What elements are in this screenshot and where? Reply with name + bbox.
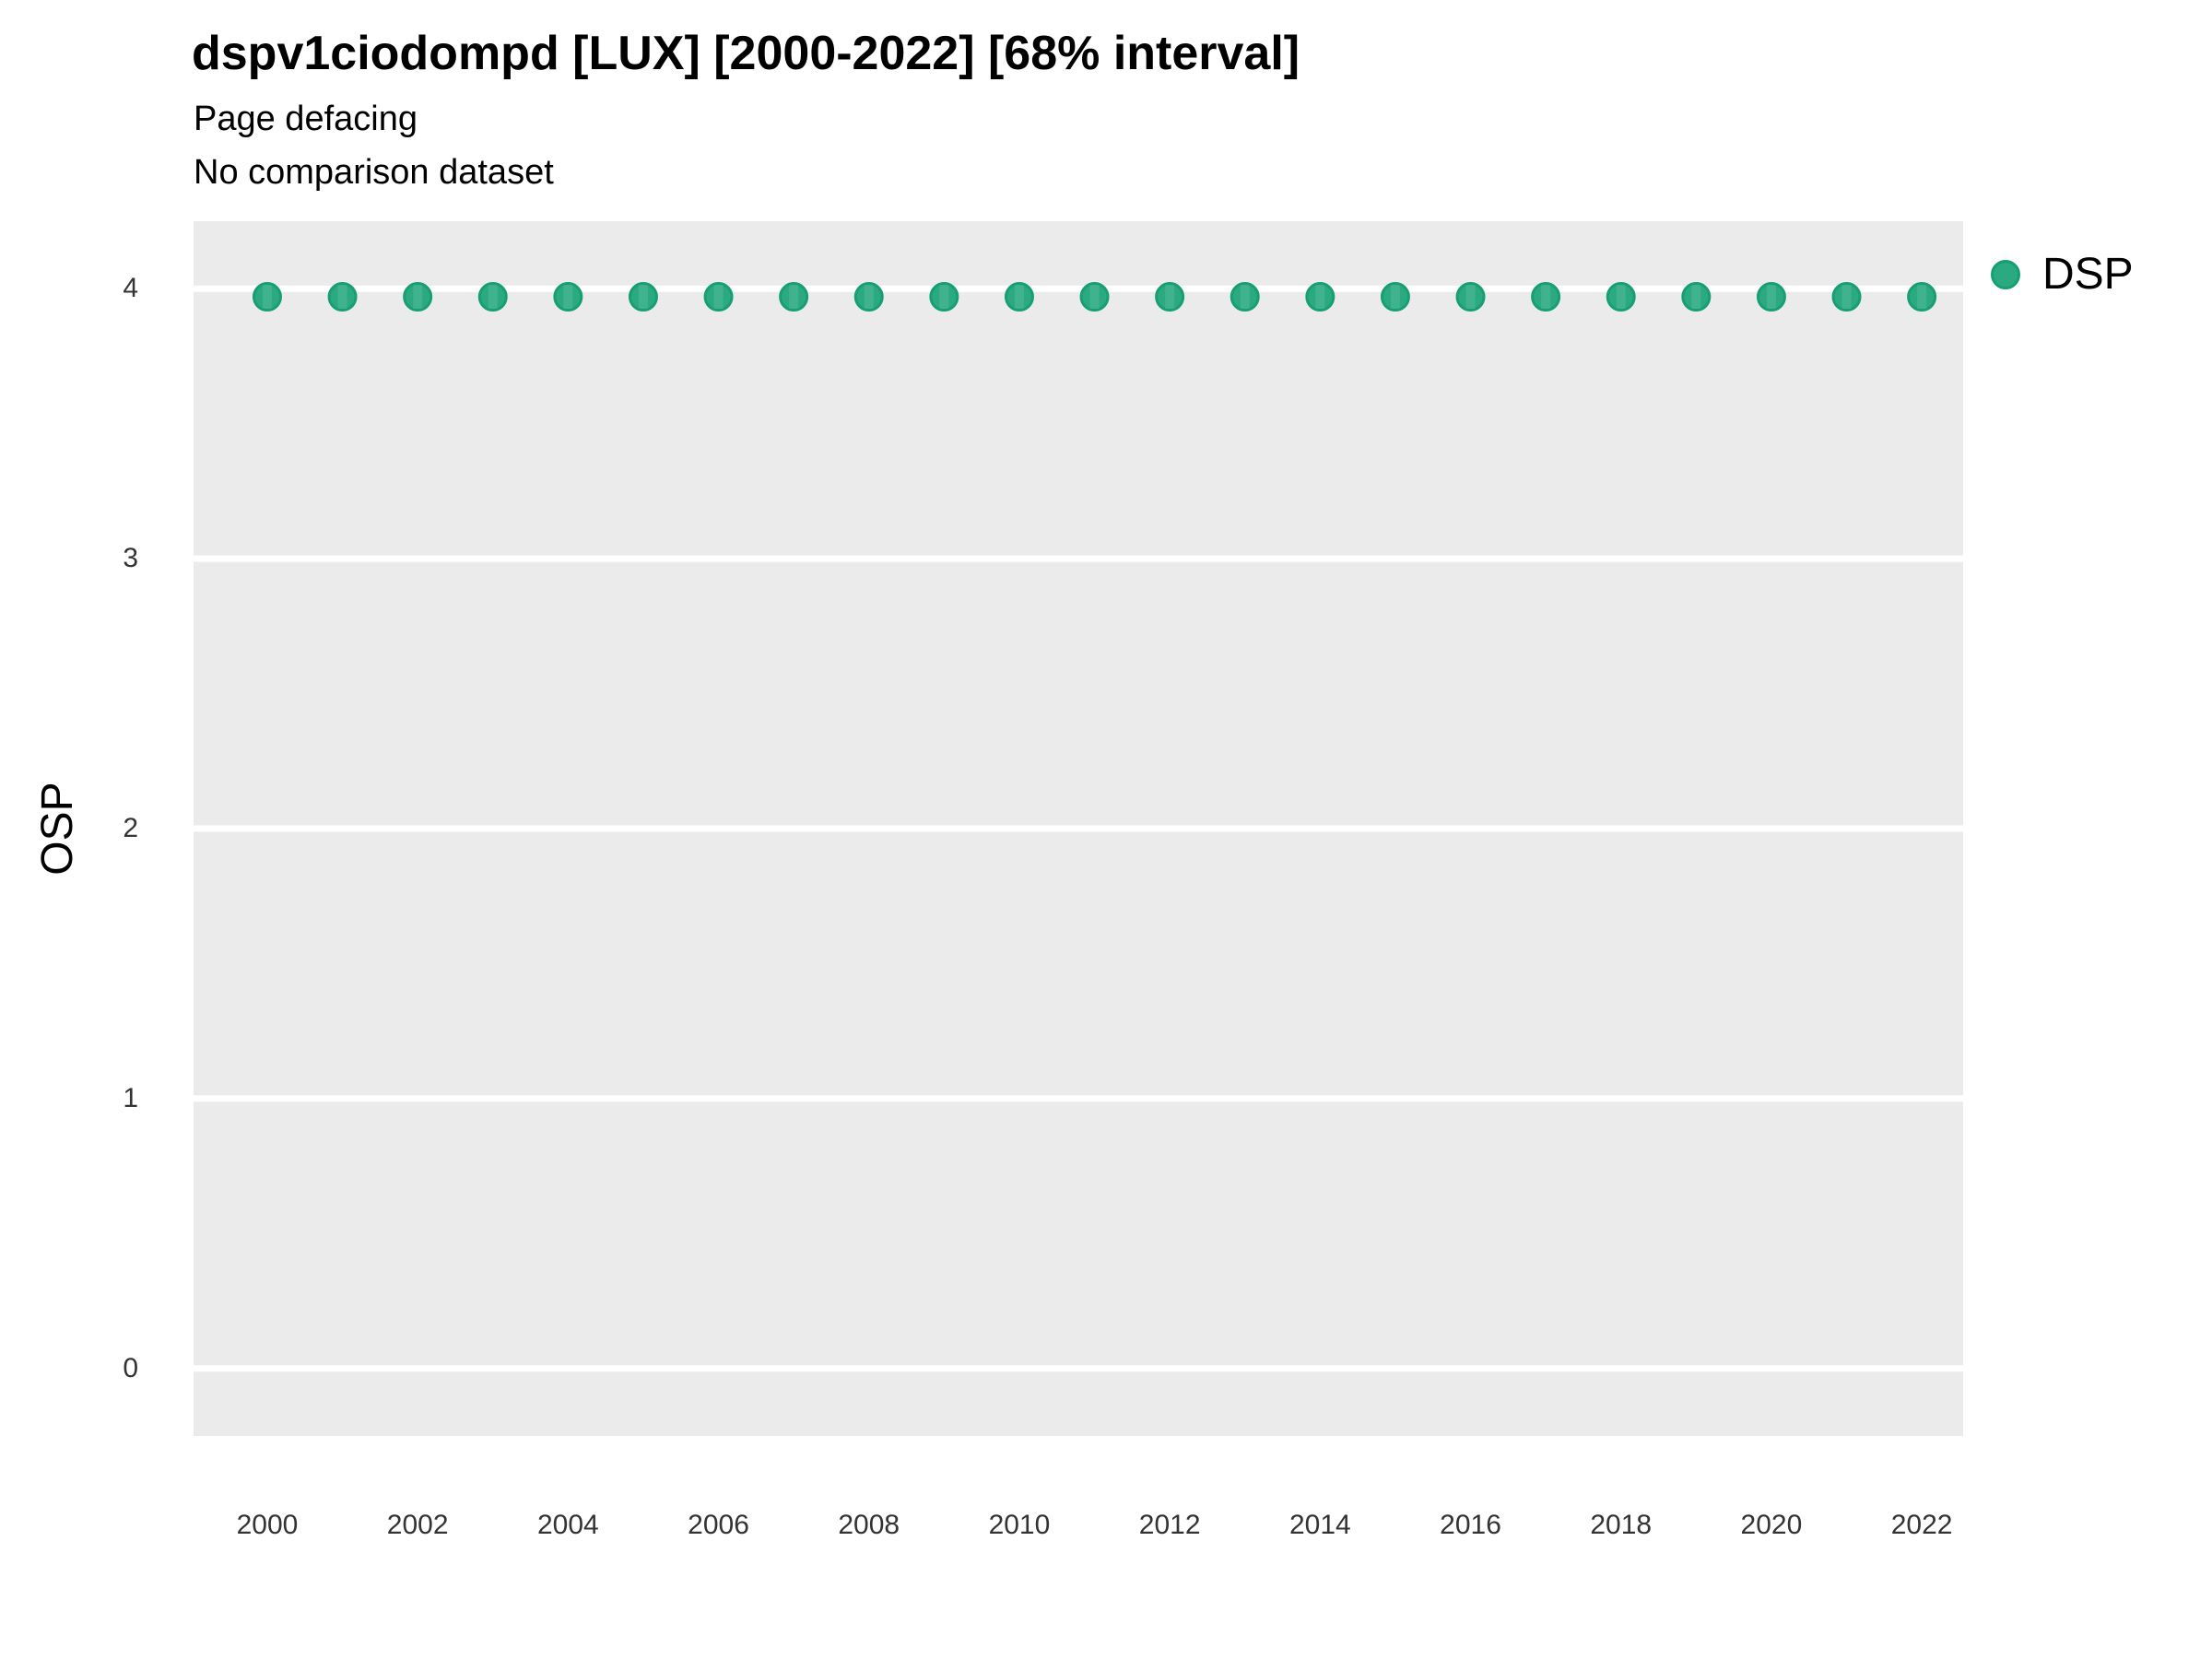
y-tick-label-2: 2 (123, 813, 138, 843)
interval-stripe (864, 285, 874, 310)
legend-label: DSP (2042, 250, 2134, 299)
x-tick-label-2020: 2020 (1740, 1510, 1803, 1540)
interval-stripe (1917, 285, 1927, 310)
x-tick-label-2004: 2004 (536, 1510, 599, 1540)
plot-panel (194, 221, 1963, 1436)
x-tick-label-2014: 2014 (1288, 1510, 1351, 1540)
interval-stripe (1165, 285, 1175, 310)
interval-stripe (1465, 285, 1476, 310)
data-point-DSP-2009 (929, 282, 959, 312)
x-tick-label-2012: 2012 (1138, 1510, 1201, 1540)
x-tick-label-2006: 2006 (688, 1510, 749, 1540)
data-point-DSP-2015 (1380, 282, 1410, 312)
x-tick-label-2016: 2016 (1440, 1510, 1501, 1540)
data-point-DSP-2004 (553, 282, 583, 312)
data-point-DSP-2019 (1681, 282, 1712, 312)
data-point-DSP-2007 (779, 282, 809, 312)
data-point-DSP-2002 (403, 282, 433, 312)
data-point-DSP-2021 (1831, 282, 1862, 312)
chart-title: dspv1ciodompd [LUX] [2000-2022] [68% int… (192, 27, 1300, 80)
data-point-DSP-2003 (477, 282, 508, 312)
interval-stripe (939, 285, 949, 310)
data-point-DSP-2011 (1079, 282, 1110, 312)
interval-stripe (789, 285, 799, 310)
data-point-DSP-2022 (1907, 282, 1937, 312)
interval-stripe (488, 285, 498, 310)
data-point-DSP-2001 (327, 282, 358, 312)
data-point-DSP-2000 (252, 282, 282, 312)
y-tick-label-4: 4 (123, 273, 138, 304)
interval-stripe (638, 285, 648, 310)
interval-stripe (1841, 285, 1852, 310)
plot-area-svg (194, 282, 1963, 1372)
data-point-DSP-2010 (1004, 282, 1034, 312)
data-point-DSP-2020 (1756, 282, 1786, 312)
interval-stripe (563, 285, 573, 310)
data-point-DSP-2017 (1531, 282, 1561, 312)
chart-comparison-note: No comparison dataset (194, 153, 554, 192)
data-point-DSP-2008 (853, 282, 884, 312)
data-point-DSP-2013 (1230, 282, 1260, 312)
data-point-DSP-2018 (1606, 282, 1636, 312)
x-tick-label-2018: 2018 (1590, 1510, 1653, 1540)
x-tick-label-2000: 2000 (236, 1510, 299, 1540)
x-tick-label-2022: 2022 (1890, 1510, 1953, 1540)
legend-point-swatch (1991, 259, 2020, 289)
x-tick-label-2010: 2010 (988, 1510, 1051, 1540)
data-point-DSP-2006 (703, 282, 734, 312)
legend: DSP (1991, 249, 2134, 300)
x-tick-label-2008: 2008 (838, 1510, 900, 1540)
interval-stripe (1089, 285, 1100, 310)
interval-stripe (413, 285, 423, 310)
interval-stripe (1766, 285, 1776, 310)
interval-stripe (1315, 285, 1325, 310)
interval-stripe (1541, 285, 1551, 310)
interval-stripe (1390, 285, 1400, 310)
data-point-DSP-2012 (1155, 282, 1185, 312)
chart-subtitle: Page defacing (194, 100, 418, 138)
x-tick-label-2002: 2002 (386, 1510, 449, 1540)
data-point-DSP-2014 (1305, 282, 1335, 312)
y-tick-label-1: 1 (123, 1082, 138, 1113)
interval-stripe (337, 285, 347, 310)
interval-stripe (1691, 285, 1701, 310)
data-point-DSP-2005 (628, 282, 658, 312)
interval-stripe (1014, 285, 1024, 310)
y-tick-label-3: 3 (123, 543, 138, 574)
data-point-DSP-2016 (1455, 282, 1486, 312)
interval-stripe (1240, 285, 1250, 310)
interval-stripe (713, 285, 724, 310)
interval-stripe (1616, 285, 1626, 310)
interval-stripe (262, 285, 272, 310)
y-tick-label-0: 0 (123, 1352, 138, 1383)
